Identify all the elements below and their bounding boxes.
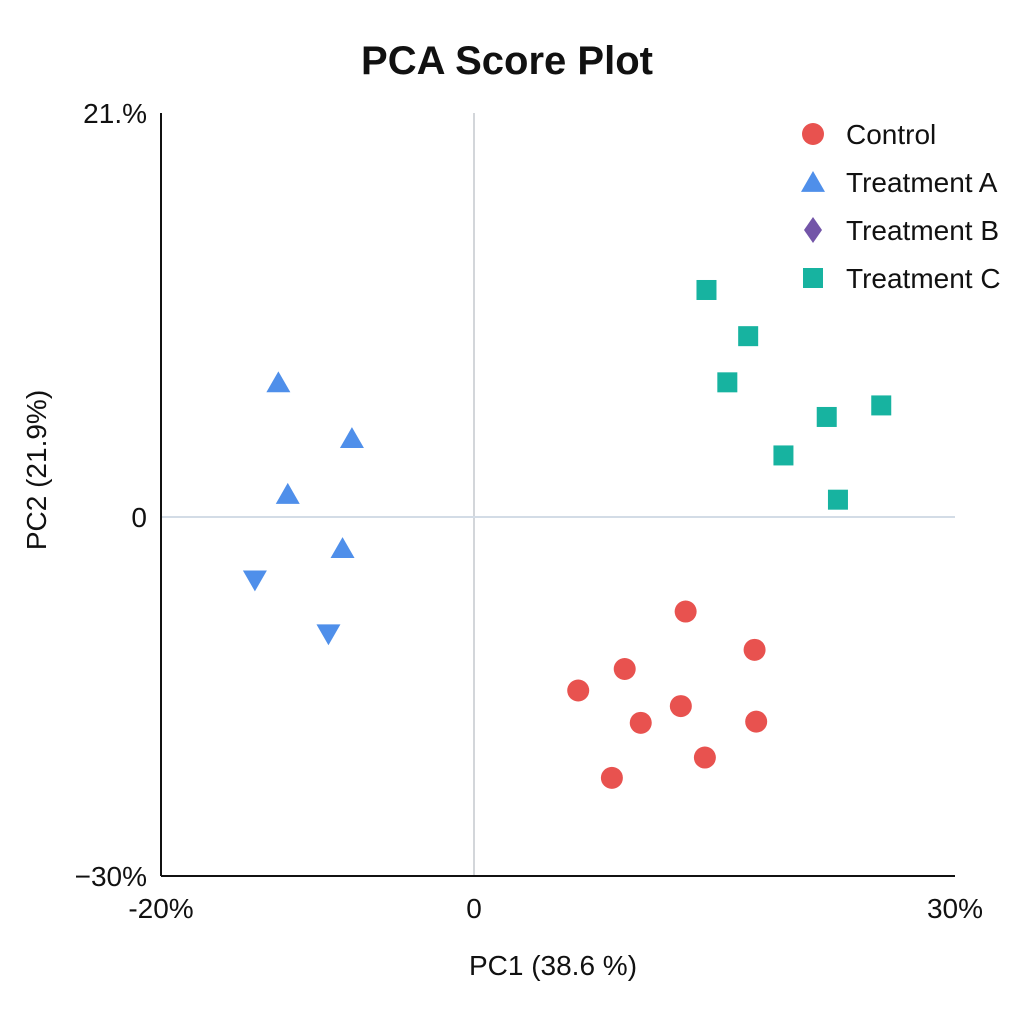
data-point-control [693, 746, 716, 769]
x-tick-label: 30% [927, 893, 983, 924]
chart-title: PCA Score Plot [361, 39, 653, 83]
legend-marker-treatment-c [803, 268, 823, 288]
data-point-treatment-c [773, 445, 794, 466]
legend-item-treatment-b: Treatment B [804, 215, 999, 246]
legend-marker-treatment-a [801, 171, 825, 192]
data-point-control [743, 638, 766, 661]
legend-label: Control [846, 119, 936, 150]
data-point-control [600, 766, 623, 789]
data-point-control [674, 600, 697, 623]
legend-item-treatment-a: Treatment A [801, 167, 998, 198]
x-axis-label: PC1 (38.6 %) [469, 950, 637, 981]
data-point-treatment-c [816, 406, 837, 427]
data-point-treatment-a [242, 570, 267, 592]
data-point-treatment-a [330, 537, 355, 559]
data-point-treatment-c [717, 372, 738, 393]
data-point-treatment-c [871, 395, 892, 416]
legend-item-control: Control [802, 119, 936, 150]
y-tick-label: −30% [75, 861, 147, 892]
data-point-control [745, 710, 768, 733]
legend-item-treatment-c: Treatment C [803, 263, 1001, 294]
legend-marker-control [802, 123, 824, 145]
data-point-treatment-a [275, 482, 300, 504]
data-point-control [669, 695, 692, 718]
data-point-treatment-a [316, 624, 341, 646]
legend-label: Treatment A [846, 167, 998, 198]
x-tick-label: -20% [128, 893, 193, 924]
data-points [242, 279, 892, 789]
x-tick-labels: -20% 0 30% [128, 893, 983, 924]
data-point-control [613, 657, 636, 680]
data-point-treatment-c [696, 279, 717, 300]
legend-label: Treatment C [846, 263, 1001, 294]
y-tick-labels: 21.% 0 −30% [75, 98, 147, 892]
data-point-treatment-c [827, 489, 848, 510]
data-point-treatment-a [339, 427, 364, 449]
y-tick-label: 21.% [83, 98, 147, 129]
data-point-treatment-c [738, 326, 759, 347]
data-point-control [629, 711, 652, 734]
data-point-control [567, 679, 590, 702]
y-axis-label: PC2 (21.9%) [21, 390, 52, 550]
data-point-treatment-a [266, 371, 291, 393]
legend-label: Treatment B [846, 215, 999, 246]
legend: Control Treatment A Treatment B Treatment C [801, 119, 1001, 294]
legend-marker-treatment-b [804, 217, 822, 243]
x-tick-label: 0 [466, 893, 482, 924]
y-tick-label: 0 [131, 502, 147, 533]
